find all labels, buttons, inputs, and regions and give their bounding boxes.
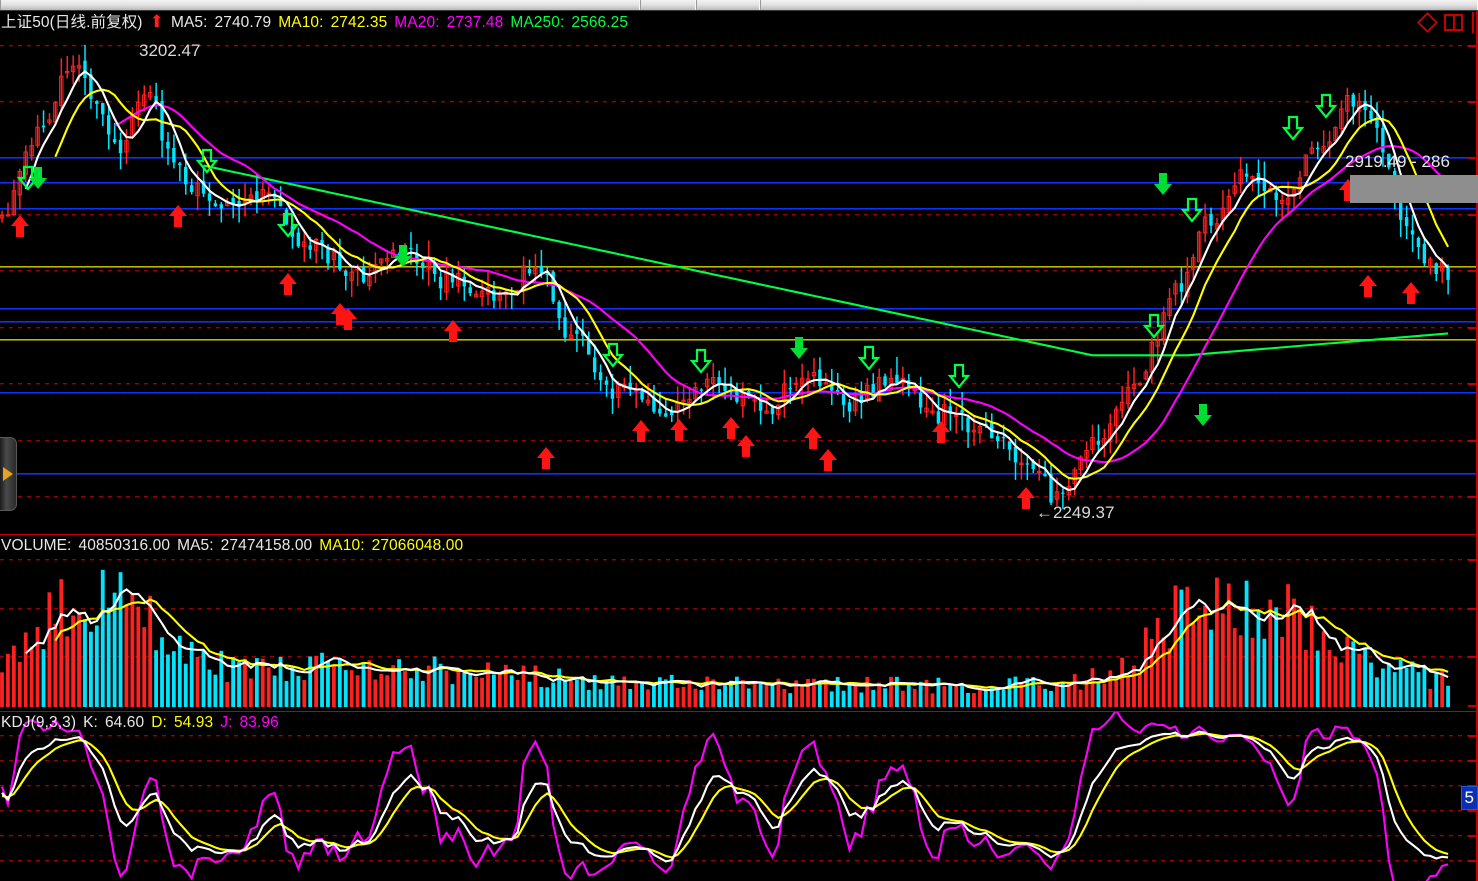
volume-label[interactable]: VOLUME: <box>1 537 72 554</box>
ma20-value: 2737.48 <box>446 14 504 31</box>
volume-ma5-label: MA5: <box>177 537 214 554</box>
chevron-right-icon <box>3 467 13 481</box>
volume-panel-header: VOLUME: 40850316.00 MA5: 27474158.00 MA10: 27… <box>0 535 1478 556</box>
sidebar-expand-handle[interactable] <box>0 437 17 511</box>
quote-tooltip-backdrop <box>1350 175 1478 203</box>
chrome-tab-1[interactable] <box>0 0 640 10</box>
ma5-label: MA5: <box>170 14 208 31</box>
kdj-panel-header: KDJ(9,3,3) K: 64.60 D: 54.93 J: 83.96 <box>0 712 1478 733</box>
price-axis-right[interactable] <box>1468 11 1478 534</box>
kdj-chart-canvas <box>0 712 1478 881</box>
low-price-label: ←2249.37 <box>1036 503 1115 522</box>
kdj-value-badge: 5 <box>1460 786 1478 810</box>
instrument-title[interactable]: 上证50(日线.前复权) <box>1 14 143 31</box>
chrome-tab-3[interactable] <box>696 0 760 10</box>
kdj-chart-panel[interactable]: KDJ(9,3,3) K: 64.60 D: 54.93 J: 83.96 <box>0 712 1478 881</box>
volume-chart-panel[interactable]: VOLUME: 40850316.00 MA5: 27474158.00 MA10: 27… <box>0 535 1478 711</box>
volume-ma10-value: 27066048.00 <box>371 537 464 554</box>
kdj-k-label: K: <box>83 714 98 731</box>
quote-tooltip: 2919.49 - 286 <box>1345 152 1450 171</box>
kdj-d-label: D: <box>151 714 167 731</box>
volume-value: 40850316.00 <box>78 537 171 554</box>
ma10-value: 2742.35 <box>330 14 388 31</box>
trend-up-arrow-icon: ⬆ <box>149 12 164 31</box>
volume-ma5-value: 27474158.00 <box>220 537 313 554</box>
ma250-label: MA250: <box>510 14 565 31</box>
ma10-label: MA10: <box>278 14 324 31</box>
price-chart-panel[interactable]: 上证50(日线.前复权) ⬆ MA5: 2740.79 MA10: 2742.35 MA20… <box>0 11 1478 534</box>
window-icon[interactable] <box>1444 13 1463 31</box>
kdj-label[interactable]: KDJ(9,3,3) <box>1 714 77 731</box>
kdj-panel-divider <box>0 711 1478 712</box>
volume-axis-right[interactable] <box>1468 535 1478 711</box>
ma5-value: 2740.79 <box>214 14 272 31</box>
price-chart-canvas <box>0 11 1478 534</box>
diamond-icon[interactable] <box>1416 11 1439 33</box>
chrome-tab-2[interactable] <box>640 0 696 10</box>
window-chrome-bar[interactable] <box>0 0 1478 11</box>
volume-ma10-label: MA10: <box>319 537 365 554</box>
divider-icon <box>1472 11 1474 33</box>
volume-chart-canvas <box>0 535 1478 711</box>
panel-controls[interactable] <box>1416 11 1474 33</box>
ma20-label: MA20: <box>394 14 440 31</box>
price-panel-header: 上证50(日线.前复权) ⬆ MA5: 2740.79 MA10: 2742.35 MA20… <box>0 11 1478 32</box>
high-price-label: 3202.47 <box>139 41 201 60</box>
chrome-tab-4[interactable] <box>760 0 1478 10</box>
volume-panel-divider <box>0 534 1478 535</box>
kdj-j-label: J: <box>220 714 233 731</box>
ma250-value: 2566.25 <box>571 14 629 31</box>
kdj-j-value: 83.96 <box>239 714 279 731</box>
kdj-d-value: 54.93 <box>173 714 214 731</box>
kdj-k-value: 64.60 <box>104 714 145 731</box>
